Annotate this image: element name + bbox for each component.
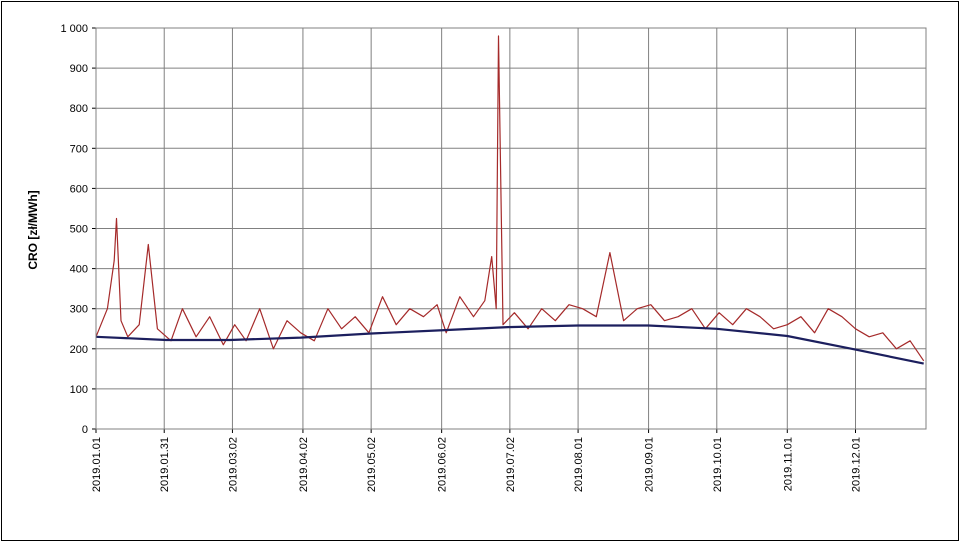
x-tick-label: 2019.07.02	[505, 437, 517, 492]
x-tick-label: 2019.09.01	[644, 437, 656, 492]
y-tick-label: 0	[82, 424, 88, 436]
x-tick-label: 2019.03.02	[227, 437, 239, 492]
y-tick-label: 700	[70, 143, 88, 155]
y-tick-label: 500	[70, 224, 88, 236]
y-tick-label: 800	[70, 103, 88, 115]
y-axis-label: CRO [zł/MWh]	[26, 190, 40, 269]
x-tick-label: 2019.05.02	[366, 437, 378, 492]
y-tick-label: 600	[70, 183, 88, 195]
y-tick-label: 100	[70, 384, 88, 396]
y-axis-ticks: 0 100 200 300 400 500 600 700 800 900 1 000	[60, 23, 97, 436]
series-hourly-price-line	[95, 35, 925, 362]
y-tick-label: 900	[70, 63, 88, 75]
y-tick-label: 1 000	[60, 23, 88, 35]
x-tick-label: 2019.08.01	[573, 437, 585, 492]
y-tick-label: 200	[70, 344, 88, 356]
series-trend-line	[95, 324, 924, 365]
x-axis-ticks: 2019.01.01 2019.01.31 2019.03.02 2019.04.02…	[91, 428, 926, 492]
plot-border	[95, 27, 927, 430]
y-tick-label: 300	[70, 304, 88, 316]
x-tick-label: 2019.11.01	[782, 437, 794, 491]
y-tick-label: 400	[70, 264, 88, 276]
x-tick-label: 2019.04.02	[298, 437, 310, 492]
x-tick-label: 2019.10.01	[712, 437, 724, 492]
x-tick-label: 2019.01.31	[159, 437, 171, 492]
series-layer	[95, 35, 925, 365]
x-tick-label: 2019.01.01	[91, 437, 103, 492]
x-tick-label: 2019.12.01	[851, 437, 863, 492]
x-tick-label: 2019.06.02	[437, 437, 449, 492]
